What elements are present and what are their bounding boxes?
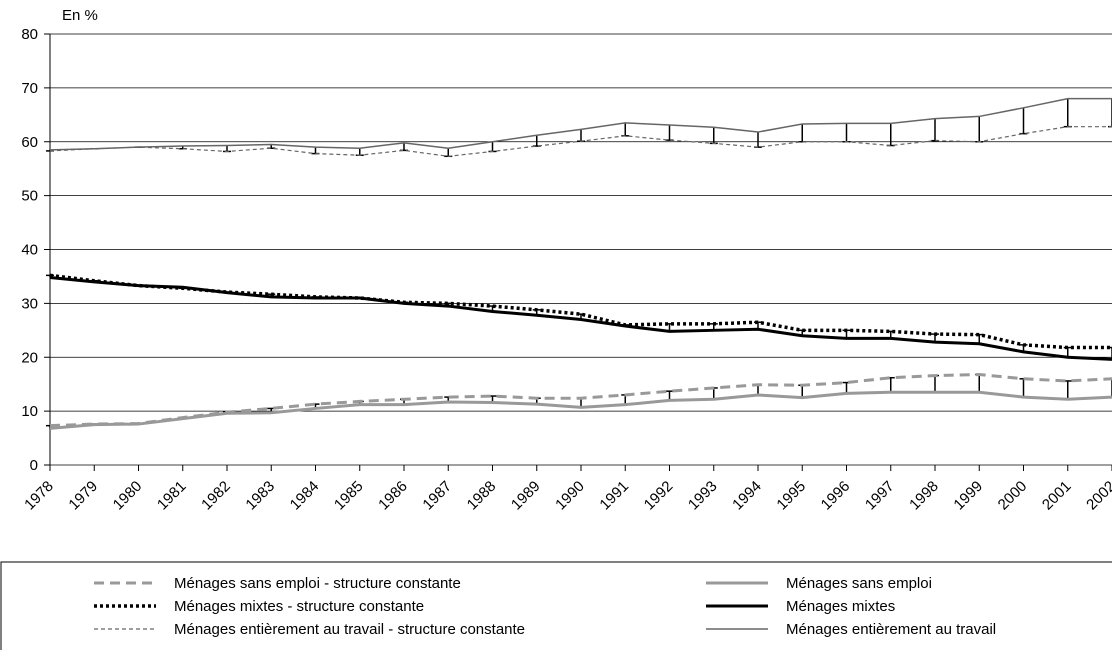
series-line — [49, 390, 1112, 430]
x-tick-label: 1982 — [198, 478, 234, 514]
x-tick-label: 2002 — [1083, 478, 1112, 514]
legend-label: Ménages mixtes - structure constante — [174, 598, 424, 615]
y-tick-label: 0 — [30, 457, 38, 474]
x-tick-label: 2001 — [1039, 478, 1075, 514]
series-line — [49, 276, 1112, 361]
series-line — [49, 126, 1112, 157]
x-tick-label: 1994 — [729, 478, 765, 514]
y-axis-label: En % — [62, 7, 98, 24]
x-tick-label: 1984 — [287, 478, 323, 514]
x-tick-label: 1999 — [950, 478, 986, 514]
legend-label: Ménages sans emploi - structure constant… — [174, 575, 461, 592]
y-tick-label: 10 — [21, 403, 38, 420]
x-tick-label: 1985 — [331, 478, 367, 514]
y-tick-label: 20 — [21, 349, 38, 366]
legend-label: Ménages entièrement au travail — [786, 621, 996, 638]
x-tick-label: 1992 — [641, 478, 677, 514]
x-tick-label: 1991 — [596, 478, 632, 514]
y-tick-label: 50 — [21, 188, 38, 205]
x-tick-label: 1979 — [65, 478, 101, 514]
x-tick-label: 1996 — [818, 478, 854, 514]
x-tick-label: 1986 — [375, 478, 411, 514]
y-tick-label: 60 — [21, 134, 38, 151]
y-tick-label: 80 — [21, 26, 38, 43]
x-tick-label: 1980 — [110, 478, 146, 514]
legend-label: Ménages entièrement au travail - structu… — [174, 621, 525, 638]
x-tick-label: 1988 — [464, 478, 500, 514]
x-tick-label: 1990 — [552, 478, 588, 514]
y-tick-label: 70 — [21, 80, 38, 97]
x-tick-label: 1998 — [906, 478, 942, 514]
y-tick-label: 40 — [21, 242, 38, 259]
x-tick-label: 1997 — [862, 478, 898, 514]
legend-label: Ménages sans emploi — [786, 575, 932, 592]
series-line — [49, 273, 1112, 350]
y-tick-label: 30 — [21, 295, 38, 312]
x-tick-label: 1993 — [685, 478, 721, 514]
x-tick-label: 1995 — [773, 478, 809, 514]
legend-label: Ménages mixtes — [786, 598, 895, 615]
x-tick-label: 1987 — [419, 478, 455, 514]
x-tick-label: 1989 — [508, 478, 544, 514]
series-line — [49, 97, 1112, 151]
legend-box — [0, 561, 1112, 655]
x-tick-label: 1978 — [21, 478, 57, 514]
x-tick-label: 1981 — [154, 478, 190, 514]
x-tick-label: 1983 — [242, 478, 278, 514]
x-tick-label: 2000 — [995, 478, 1031, 514]
